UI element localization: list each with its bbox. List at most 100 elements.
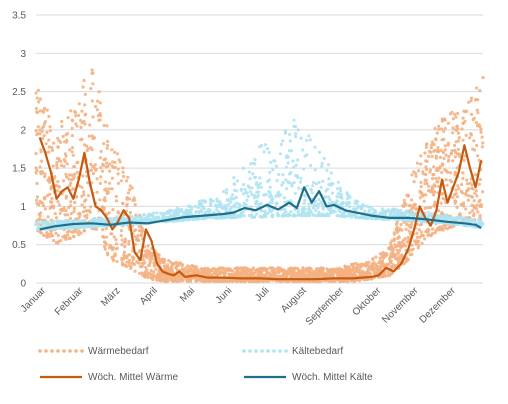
- data-point: [476, 154, 480, 158]
- data-point: [238, 267, 242, 271]
- data-point: [397, 248, 402, 253]
- data-point: [154, 267, 158, 271]
- data-point: [215, 199, 219, 203]
- data-point: [294, 132, 298, 136]
- data-point: [437, 127, 441, 131]
- data-point: [247, 170, 251, 174]
- data-point: [271, 168, 275, 172]
- data-point: [294, 163, 298, 167]
- y-axis-tick-labels: 0 0.5 1 1.5 2 2.5 3 3.5: [12, 11, 26, 290]
- data-point: [159, 260, 163, 265]
- data-point: [424, 159, 428, 163]
- data-point: [440, 192, 444, 196]
- legend-marker: [278, 349, 282, 353]
- data-point: [470, 203, 474, 207]
- data-point: [433, 200, 437, 204]
- data-point: [69, 211, 74, 216]
- legend-marker: [242, 349, 246, 353]
- data-point: [82, 193, 86, 197]
- data-point: [62, 157, 66, 162]
- data-point: [207, 207, 211, 211]
- data-point: [262, 150, 266, 154]
- data-point: [56, 156, 60, 161]
- data-point: [35, 198, 39, 202]
- data-point: [418, 196, 422, 200]
- data-point: [57, 239, 61, 243]
- data-point: [322, 213, 326, 217]
- data-point: [317, 210, 321, 214]
- data-point: [106, 139, 110, 144]
- data-point: [229, 215, 233, 220]
- data-point: [474, 121, 478, 125]
- data-point: [208, 270, 212, 274]
- data-point: [303, 214, 307, 218]
- data-point: [410, 173, 414, 177]
- data-point: [391, 247, 395, 251]
- data-point: [268, 201, 272, 205]
- data-point: [345, 203, 349, 207]
- data-point: [146, 244, 150, 248]
- data-point: [285, 187, 289, 191]
- data-point: [111, 160, 115, 164]
- data-point: [88, 123, 92, 127]
- data-point: [111, 257, 115, 261]
- data-point: [450, 149, 454, 153]
- data-point: [410, 206, 414, 210]
- data-point: [317, 197, 321, 202]
- data-point: [468, 136, 472, 140]
- data-point: [300, 210, 305, 214]
- data-point: [105, 146, 109, 150]
- data-point: [64, 226, 68, 230]
- data-point: [446, 143, 450, 147]
- data-point: [156, 272, 160, 276]
- data-point: [91, 82, 95, 86]
- data-point: [426, 206, 430, 210]
- data-point: [34, 91, 38, 95]
- data-point: [133, 203, 137, 207]
- data-point: [375, 217, 379, 221]
- data-point: [407, 229, 411, 233]
- data-point: [445, 183, 449, 187]
- data-point: [456, 111, 460, 116]
- data-point: [424, 172, 428, 177]
- data-point: [45, 130, 49, 134]
- data-point: [404, 202, 408, 207]
- data-point: [451, 195, 455, 200]
- legend-marker: [56, 349, 60, 353]
- data-point: [98, 118, 102, 122]
- data-point: [68, 148, 72, 152]
- data-point: [457, 136, 461, 140]
- data-point: [367, 266, 371, 270]
- data-point: [284, 275, 288, 279]
- data-point: [105, 251, 110, 255]
- data-point: [319, 273, 323, 277]
- data-point: [80, 109, 84, 113]
- data-point: [324, 274, 329, 278]
- data-point: [152, 215, 156, 219]
- data-point: [47, 150, 51, 154]
- data-point: [47, 114, 51, 119]
- data-point: [46, 220, 50, 224]
- data-point: [125, 264, 129, 268]
- data-point: [454, 140, 458, 144]
- data-point: [331, 268, 335, 272]
- data-point: [409, 248, 413, 252]
- data-point: [203, 200, 207, 204]
- data-point: [152, 270, 156, 274]
- data-point: [89, 225, 93, 229]
- data-point: [47, 176, 51, 180]
- x-tick-label: Juni: [214, 285, 235, 306]
- data-point: [296, 210, 300, 214]
- data-point: [67, 237, 71, 241]
- data-point: [48, 129, 52, 133]
- data-point: [361, 263, 365, 267]
- data-point: [357, 266, 361, 270]
- data-point: [477, 182, 481, 186]
- data-point: [93, 163, 97, 167]
- data-point: [376, 266, 380, 270]
- data-point: [95, 177, 99, 181]
- data-point: [404, 210, 409, 215]
- data-point: [469, 96, 474, 100]
- data-point: [336, 187, 340, 191]
- data-point: [353, 199, 358, 203]
